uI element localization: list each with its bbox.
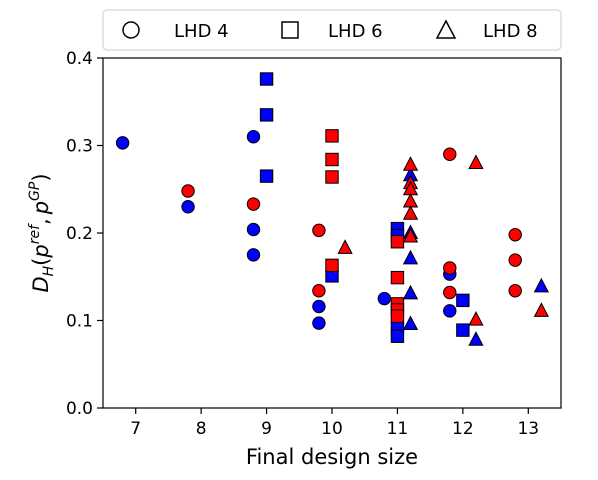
y-title-arg1-sup: ref [27, 223, 43, 244]
y-title-close: ) [29, 173, 53, 181]
data-point-circle-red [312, 223, 326, 238]
data-point-square-blue [390, 329, 405, 343]
data-point-triangle-red [337, 239, 353, 254]
data-point-circle-red [443, 261, 457, 275]
data-point-triangle-red [468, 154, 484, 169]
legend-label-lhd4: LHD 4 [174, 21, 229, 42]
x-tick-label: 12 [452, 419, 474, 439]
data-point-circle-blue [181, 200, 195, 214]
data-point-circle-red [181, 184, 195, 198]
x-tick-label: 13 [517, 419, 539, 439]
data-point-square-blue [259, 72, 274, 86]
data-point-square-red [325, 170, 339, 184]
data-point-circle-blue [312, 299, 326, 314]
data-point-circle-blue [246, 130, 261, 144]
y-tick-label: 0.1 [66, 312, 93, 332]
x-tick-label: 7 [130, 419, 141, 439]
data-point-triangle-blue [533, 277, 549, 293]
data-point-circle-red [508, 284, 522, 298]
data-point-square-red [390, 235, 405, 249]
data-point-square-blue [456, 293, 470, 308]
y-tick-label: 0.0 [66, 399, 93, 419]
legend-frame [102, 9, 562, 51]
y-axis-title: DH(pref,pGP) [27, 173, 57, 292]
legend-label-lhd8: LHD 8 [483, 21, 538, 42]
data-point-circle-blue [312, 316, 326, 330]
data-point-circle-blue [377, 291, 392, 306]
y-tick-label: 0.3 [66, 137, 93, 157]
data-point-circle-red [508, 253, 522, 267]
data-point-circle-red [443, 147, 457, 161]
y-title-arg2-sup: GP [27, 181, 43, 201]
y-title-arg2: p [29, 201, 53, 215]
data-point-square-blue [456, 323, 470, 337]
data-point-square-blue [259, 169, 274, 183]
y-title-base: D [29, 276, 53, 292]
x-tick-label: 11 [387, 419, 409, 439]
data-point-circle-blue [443, 304, 457, 318]
data-point-circle-red [246, 197, 261, 211]
y-axis: 0.0 0.1 0.2 0.3 0.4 [66, 49, 103, 419]
data-point-circle-blue [246, 222, 261, 237]
data-points [115, 72, 549, 346]
data-point-circle-red [443, 285, 457, 300]
legend-marker-triangle [435, 19, 457, 39]
y-title-sep: , [29, 218, 53, 225]
data-point-square-red [325, 129, 339, 143]
y-title-base-sub: H [41, 265, 57, 276]
y-title-open: ( [29, 258, 53, 266]
x-tick-label: 9 [261, 419, 272, 439]
data-point-triangle-blue [402, 284, 419, 300]
plot-area [102, 57, 562, 409]
data-point-triangle-red [468, 311, 484, 326]
x-axis-title: Final design size [246, 445, 418, 469]
x-tick-label: 8 [196, 419, 207, 439]
y-title-arg1: p [29, 244, 53, 258]
legend-label-lhd6: LHD 6 [328, 21, 383, 42]
data-point-square-red [390, 270, 405, 285]
data-point-circle-red [508, 228, 522, 242]
data-point-square-red [325, 258, 339, 273]
data-point-circle-red [312, 284, 326, 298]
data-point-square-blue [259, 108, 274, 122]
data-point-triangle-red [402, 205, 419, 220]
y-tick-label: 0.2 [66, 224, 93, 244]
data-point-triangle-blue [468, 331, 484, 346]
data-point-triangle-red [533, 302, 549, 317]
data-point-circle-blue [115, 136, 130, 150]
data-point-circle-blue [246, 248, 261, 262]
x-axis: 7 8 9 10 11 12 13 [130, 408, 539, 439]
legend: LHD 4 LHD 6 LHD 8 [102, 9, 562, 51]
data-point-triangle-blue [402, 249, 419, 265]
data-point-triangle-red [402, 156, 419, 171]
data-point-triangle-blue [402, 315, 419, 330]
legend-marker-square [281, 21, 299, 39]
data-point-square-red [390, 309, 405, 323]
data-point-triangle-red [402, 227, 419, 243]
y-tick-label: 0.4 [66, 49, 93, 69]
legend-marker-circle [122, 21, 140, 39]
data-point-square-red [325, 152, 339, 167]
x-tick-label: 10 [321, 419, 343, 439]
